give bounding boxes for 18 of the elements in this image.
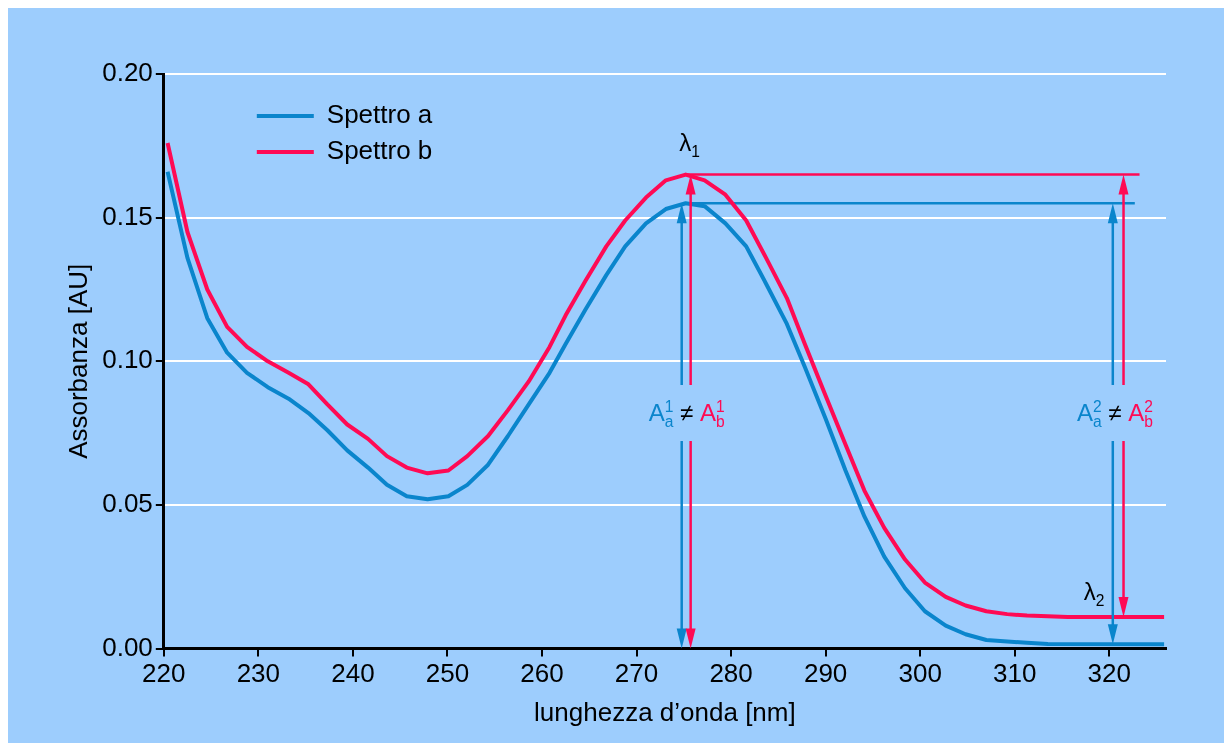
x-tick-label: 310	[993, 658, 1037, 689]
x-axis-title: lunghezza d’onda [nm]	[534, 696, 796, 727]
x-tick-label: 270	[614, 658, 659, 689]
y-axis-title: Assorbanza [AU]	[62, 263, 93, 459]
x-tick-label: 260	[520, 658, 564, 689]
x-tick-label: 250	[425, 658, 470, 689]
legend-label: Spettro b	[326, 135, 433, 166]
legend-label: Spettro a	[326, 99, 433, 130]
x-tick-label: 230	[236, 658, 281, 689]
x-tick-label: 320	[1087, 658, 1131, 689]
y-tick-label: 0.15	[102, 200, 153, 231]
x-tick-label: 280	[709, 658, 753, 689]
x-tick-label: 240	[331, 658, 375, 689]
y-tick-label: 0.05	[102, 488, 153, 519]
y-tick-label: 0.10	[102, 344, 153, 375]
y-tick-label: 0.20	[102, 57, 153, 88]
x-tick-label: 290	[803, 658, 848, 689]
x-tick-label: 300	[898, 658, 942, 689]
